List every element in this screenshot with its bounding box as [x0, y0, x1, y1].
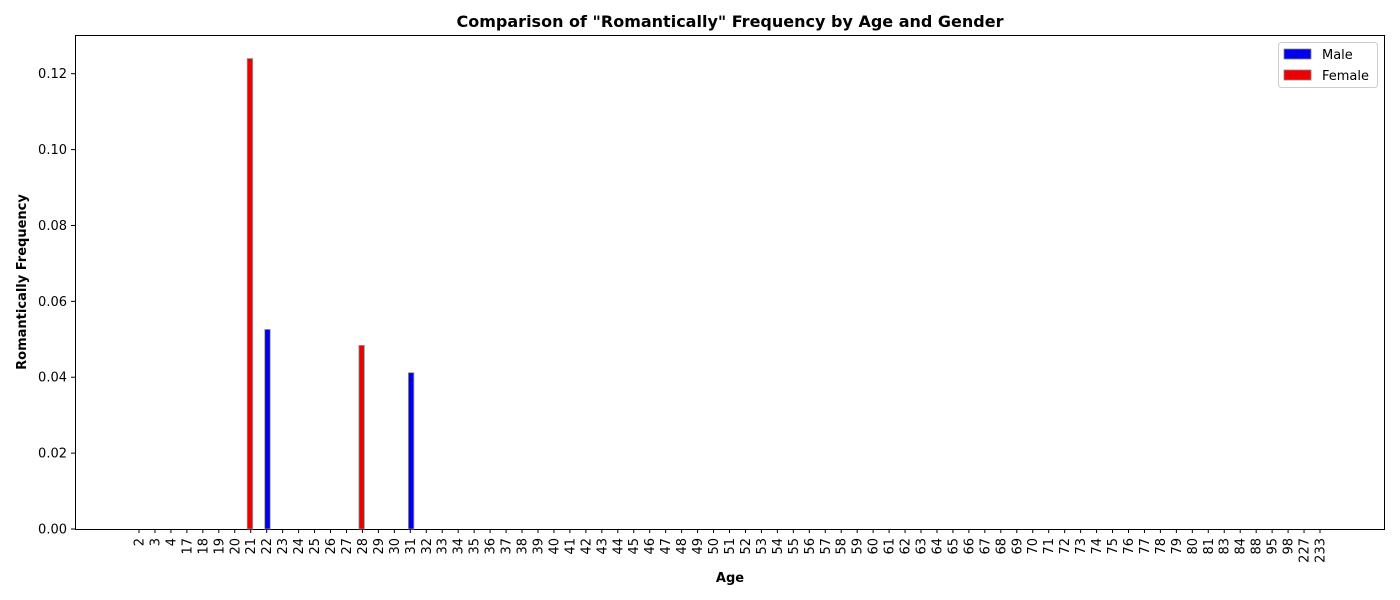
- x-tick-label: 73: [1074, 538, 1089, 555]
- x-tick-label: 75: [1106, 538, 1121, 555]
- x-tick-label: 22: [260, 538, 275, 555]
- y-tick-label: 0.12: [38, 67, 67, 82]
- bar-male-22: [264, 329, 271, 530]
- x-tick-label: 62: [899, 538, 914, 555]
- x-tick-label: 80: [1186, 538, 1201, 555]
- x-tick-label: 55: [787, 538, 802, 555]
- x-tick-label: 38: [516, 538, 531, 555]
- x-tick-label: 68: [994, 538, 1009, 555]
- x-tick-label: 30: [388, 538, 403, 555]
- x-tick-label: 29: [372, 538, 387, 555]
- x-tick-label: 36: [484, 538, 499, 555]
- x-tick-label: 42: [579, 538, 594, 555]
- x-tick-label: 83: [1218, 538, 1233, 555]
- x-tick-label: 56: [803, 538, 818, 555]
- x-tick-label: 3: [148, 538, 163, 546]
- x-tick-label: 67: [978, 538, 993, 555]
- x-tick-label: 71: [1042, 538, 1057, 555]
- x-tick-label: 61: [883, 538, 898, 555]
- x-tick-label: 84: [1234, 538, 1249, 555]
- y-tick-label: 0.06: [38, 295, 67, 310]
- legend-label-male: Male: [1322, 48, 1353, 63]
- x-tick-label: 24: [292, 538, 307, 555]
- bar-male-31: [407, 372, 415, 530]
- x-tick-label: 77: [1138, 538, 1153, 555]
- bar-female-21: [246, 58, 254, 530]
- x-axis-ticks: 2 3 4 17 18 19 20 21 22 23 24 25 26 27 28 29 30 31 32 33 34 3…: [133, 529, 1329, 563]
- x-tick-label: 64: [930, 538, 945, 555]
- x-tick-label: 21: [244, 538, 259, 555]
- x-tick-label: 18: [196, 538, 211, 555]
- x-tick-label: 45: [627, 538, 642, 555]
- x-axis-label: Age: [716, 571, 744, 586]
- x-tick-label: 28: [356, 538, 371, 555]
- x-tick-label: 35: [468, 538, 483, 555]
- y-axis-label: Romantically Frequency: [15, 194, 30, 370]
- x-tick-label: 26: [324, 538, 339, 555]
- y-tick-label: 0.00: [38, 523, 67, 538]
- x-tick-label: 39: [531, 538, 546, 555]
- x-tick-label: 52: [739, 538, 754, 555]
- x-tick-label: 78: [1154, 538, 1169, 555]
- x-tick-label: 70: [1026, 538, 1041, 555]
- legend-swatch-female: [1283, 69, 1312, 81]
- x-tick-label: 40: [547, 538, 562, 555]
- x-tick-label: 69: [1010, 538, 1025, 555]
- x-tick-label: 60: [867, 538, 882, 555]
- x-tick-label: 66: [962, 538, 977, 555]
- x-tick-label: 57: [819, 538, 834, 555]
- bars-group: [246, 58, 415, 530]
- legend-label-female: Female: [1322, 69, 1369, 84]
- x-tick-label: 31: [404, 538, 419, 555]
- x-tick-label: 98: [1282, 538, 1297, 555]
- y-tick-label: 0.02: [38, 447, 67, 462]
- x-tick-label: 2: [133, 538, 148, 546]
- x-tick-label: 32: [420, 538, 435, 555]
- x-tick-label: 59: [851, 538, 866, 555]
- x-tick-label: 76: [1122, 538, 1137, 555]
- x-tick-label: 63: [915, 538, 930, 555]
- x-tick-label: 51: [723, 538, 738, 555]
- x-tick-label: 19: [212, 538, 227, 555]
- y-tick-label: 0.04: [38, 371, 67, 386]
- x-tick-label: 17: [180, 538, 195, 555]
- x-tick-label: 44: [611, 538, 626, 555]
- x-tick-label: 48: [675, 538, 690, 555]
- x-tick-label: 227: [1298, 538, 1313, 563]
- x-tick-label: 41: [563, 538, 578, 555]
- y-tick-label: 0.10: [38, 143, 67, 158]
- plot-area: [75, 35, 1385, 530]
- x-tick-label: 46: [643, 538, 658, 555]
- x-tick-label: 37: [500, 538, 515, 555]
- x-tick-label: 88: [1250, 538, 1265, 555]
- x-tick-label: 33: [436, 538, 451, 555]
- x-tick-label: 53: [755, 538, 770, 555]
- x-tick-label: 81: [1202, 538, 1217, 555]
- y-axis-ticks: 0.00 0.02 0.04 0.06 0.08 0.10 0.12: [38, 67, 75, 538]
- legend-swatch-male: [1283, 48, 1312, 60]
- x-tick-label: 74: [1090, 538, 1105, 555]
- y-tick-label: 0.08: [38, 219, 67, 234]
- x-tick-label: 72: [1058, 538, 1073, 555]
- x-tick-label: 233: [1314, 538, 1329, 563]
- x-tick-label: 58: [835, 538, 850, 555]
- x-tick-label: 20: [228, 538, 243, 555]
- x-tick-label: 50: [707, 538, 722, 555]
- x-tick-label: 95: [1266, 538, 1281, 555]
- x-tick-label: 43: [595, 538, 610, 555]
- x-tick-label: 47: [659, 538, 674, 555]
- x-tick-label: 54: [771, 538, 786, 555]
- x-tick-label: 4: [164, 538, 179, 546]
- bar-female-28: [358, 344, 365, 530]
- legend: Male Female: [1278, 42, 1378, 88]
- chart-title: Comparison of "Romantically" Frequency b…: [457, 12, 1004, 31]
- x-tick-label: 27: [340, 538, 355, 555]
- x-tick-label: 23: [276, 538, 291, 555]
- x-tick-label: 49: [691, 538, 706, 555]
- x-tick-label: 65: [946, 538, 961, 555]
- x-tick-label: 34: [452, 538, 467, 555]
- x-tick-label: 79: [1170, 538, 1185, 555]
- x-tick-label: 25: [308, 538, 323, 555]
